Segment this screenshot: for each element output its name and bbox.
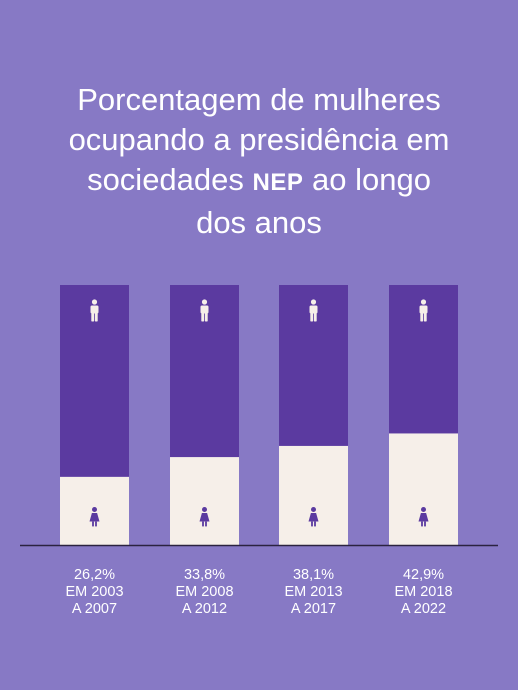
bar-women-segment	[279, 445, 348, 545]
man-icon-leg	[313, 313, 317, 322]
title-line-2: ocupando a presidência em	[68, 122, 450, 157]
bar-period-label: EM 2018	[394, 584, 453, 600]
woman-icon-dress	[199, 513, 210, 522]
bar-data-label: 26,2% EM 2003 A 2007	[45, 567, 145, 618]
woman-icon-leg	[311, 521, 313, 527]
man-icon-head	[91, 299, 98, 305]
bar-data-label: 42,9% EM 2018 A 2022	[374, 567, 474, 618]
bar-value-label: 42,9%	[402, 567, 445, 583]
bar-period-label: A 2007	[71, 601, 118, 617]
bar-period-label: EM 2003	[65, 584, 124, 600]
man-icon-head	[201, 299, 208, 305]
man-icon-body	[90, 305, 99, 314]
man-icon-leg	[423, 313, 427, 322]
woman-icon-leg	[202, 521, 204, 527]
bar-value-label: 26,2%	[73, 567, 116, 583]
woman-icon-leg	[421, 521, 423, 527]
bar-men-segment	[170, 285, 239, 458]
woman-icon-leg	[95, 521, 97, 527]
man-icon-body	[309, 305, 318, 314]
man-icon-leg	[310, 313, 314, 322]
woman-icon-head	[421, 507, 426, 512]
bar-period-label: A 2022	[400, 601, 447, 617]
woman-icon	[89, 507, 100, 527]
woman-icon-leg	[205, 521, 207, 527]
man-icon	[90, 299, 99, 322]
title-line-3-end: ao longo	[303, 162, 431, 197]
title-line-3: sociedades NEP ao longo	[0, 160, 518, 203]
title-line-4: dos anos	[196, 205, 322, 240]
bar-period-label: EM 2013	[284, 584, 343, 600]
man-icon	[309, 299, 318, 322]
chart-title: Porcentagem de mulheres ocupando a presi…	[0, 80, 518, 243]
bar-period-label: A 2012	[181, 601, 228, 617]
bar-period-label: A 2017	[290, 601, 337, 617]
man-icon-head	[420, 299, 427, 305]
title-nep: NEP	[252, 169, 304, 196]
woman-icon	[418, 507, 429, 527]
woman-icon-head	[311, 507, 316, 512]
bar-women-segment	[389, 433, 458, 545]
woman-icon-leg	[314, 521, 316, 527]
man-icon	[419, 299, 428, 322]
man-icon-head	[310, 299, 317, 305]
bar-men-segment	[60, 285, 129, 477]
woman-icon	[199, 507, 210, 527]
woman-icon	[308, 507, 319, 527]
man-icon-leg	[204, 313, 208, 322]
bar-women-segment	[170, 457, 239, 545]
bar-period-label: EM 2008	[175, 584, 234, 600]
man-icon	[200, 299, 209, 322]
man-icon-body	[200, 305, 209, 314]
woman-icon-head	[92, 507, 97, 512]
man-icon-body	[419, 305, 428, 314]
woman-icon-head	[202, 507, 207, 512]
woman-icon-dress	[89, 513, 100, 522]
man-icon-leg	[94, 313, 98, 322]
bar-data-label: 33,8% EM 2008 A 2012	[155, 567, 255, 618]
bar-data-label: 38,1% EM 2013 A 2017	[264, 567, 364, 618]
woman-icon-leg	[92, 521, 94, 527]
man-icon-leg	[201, 313, 205, 322]
woman-icon-leg	[424, 521, 426, 527]
man-icon-leg	[91, 313, 95, 322]
title-line-3-start: sociedades	[87, 162, 253, 197]
bar-value-label: 38,1%	[292, 567, 335, 583]
woman-icon-dress	[418, 513, 429, 522]
title-line-1: Porcentagem de mulheres	[77, 82, 441, 117]
bar-value-label: 33,8%	[183, 567, 226, 583]
man-icon-leg	[420, 313, 424, 322]
woman-icon-dress	[308, 513, 319, 522]
